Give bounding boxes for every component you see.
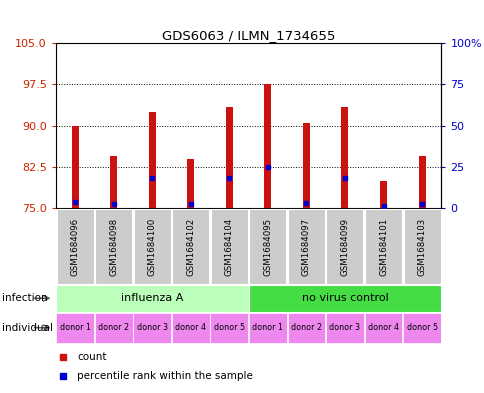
Text: influenza A: influenza A	[121, 293, 183, 303]
Bar	[402, 312, 440, 343]
Bar	[364, 209, 401, 284]
Text: GSM1684098: GSM1684098	[109, 218, 118, 275]
Text: percentile rank within the sample: percentile rank within the sample	[77, 371, 252, 382]
Text: donor 1: donor 1	[60, 323, 91, 332]
Bar	[56, 312, 94, 343]
Bar	[134, 209, 170, 284]
Text: GSM1684097: GSM1684097	[301, 218, 310, 275]
Text: donor 4: donor 4	[367, 323, 398, 332]
Text: GSM1684099: GSM1684099	[340, 218, 349, 275]
Text: GSM1684096: GSM1684096	[70, 218, 79, 275]
Bar	[264, 84, 271, 208]
Bar	[57, 209, 93, 284]
Bar	[248, 312, 286, 343]
Text: donor 1: donor 1	[252, 323, 283, 332]
Text: donor 4: donor 4	[175, 323, 206, 332]
Bar	[56, 285, 248, 312]
Bar	[326, 209, 363, 284]
Text: donor 2: donor 2	[98, 323, 129, 332]
Bar	[287, 209, 324, 284]
Bar	[187, 159, 194, 208]
Bar	[364, 312, 402, 343]
Bar	[418, 156, 424, 208]
Bar	[403, 209, 439, 284]
Text: GSM1684104: GSM1684104	[224, 217, 233, 276]
Text: donor 2: donor 2	[290, 323, 321, 332]
Bar	[287, 312, 325, 343]
Bar	[341, 107, 348, 208]
Text: GSM1684100: GSM1684100	[147, 217, 156, 276]
Bar	[226, 107, 232, 208]
Text: GSM1684102: GSM1684102	[186, 217, 195, 276]
Bar	[249, 209, 286, 284]
Bar	[248, 285, 440, 312]
Bar	[149, 112, 155, 208]
Bar	[133, 312, 171, 343]
Text: donor 5: donor 5	[406, 323, 437, 332]
Text: donor 3: donor 3	[329, 323, 360, 332]
Title: GDS6063 / ILMN_1734655: GDS6063 / ILMN_1734655	[162, 29, 334, 42]
Bar	[94, 312, 132, 343]
Bar	[95, 209, 132, 284]
Text: donor 3: donor 3	[136, 323, 167, 332]
Text: GSM1684101: GSM1684101	[378, 217, 387, 276]
Text: no virus control: no virus control	[301, 293, 388, 303]
Text: count: count	[77, 351, 106, 362]
Bar	[379, 181, 386, 208]
Bar	[211, 209, 247, 284]
Bar	[171, 312, 209, 343]
Bar	[110, 156, 117, 208]
Text: donor 5: donor 5	[213, 323, 244, 332]
Text: GSM1684095: GSM1684095	[263, 218, 272, 275]
Bar	[302, 123, 309, 208]
Text: infection: infection	[2, 293, 48, 303]
Text: GSM1684103: GSM1684103	[417, 217, 426, 276]
Bar	[72, 126, 78, 208]
Bar	[172, 209, 209, 284]
Bar	[210, 312, 248, 343]
Text: individual: individual	[2, 323, 53, 333]
Bar	[325, 312, 363, 343]
